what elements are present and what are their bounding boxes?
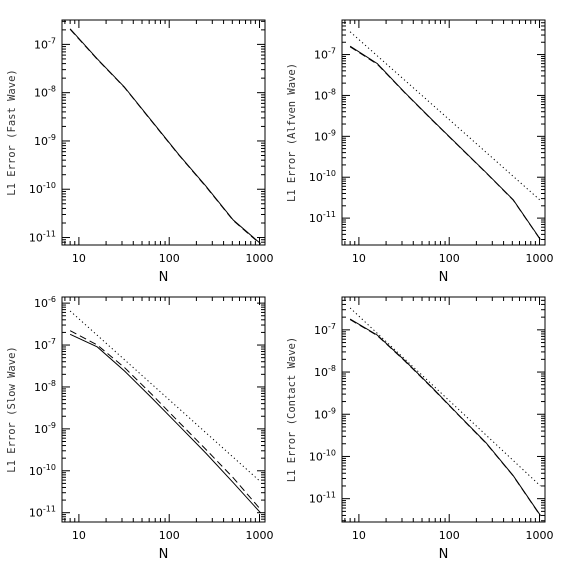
y-axis-label: L1 Error (Contact Wave) bbox=[286, 337, 298, 482]
y-tick-label: 10-8 bbox=[34, 85, 56, 100]
y-axis-label: L1 Error (Alfven Wave) bbox=[286, 63, 298, 202]
y-axis-label: L1 Error (Slow Wave) bbox=[6, 346, 18, 472]
series-line-dotted bbox=[349, 307, 541, 487]
x-tick-label: 10 bbox=[72, 529, 86, 542]
x-tick-label: 1000 bbox=[526, 529, 554, 542]
y-tick-label: 10-6 bbox=[34, 295, 56, 310]
x-axis-label: N bbox=[439, 270, 449, 285]
y-tick-label: 10-7 bbox=[34, 36, 56, 51]
series-line-dashed bbox=[69, 330, 261, 510]
y-tick-label: 10-11 bbox=[29, 230, 56, 245]
y-tick-label: 10-11 bbox=[29, 505, 56, 520]
x-tick-label: 1000 bbox=[526, 252, 554, 265]
series-line-solid bbox=[69, 28, 261, 244]
plot-frame bbox=[341, 19, 546, 246]
chart-panel: 10 100 1000 10-7 10-8 10-9 10-10 10-11 N L1 Error… bbox=[286, 19, 554, 285]
series-line-dashed bbox=[349, 319, 541, 517]
y-tick-label: 10-9 bbox=[34, 133, 56, 148]
x-tick-label: 100 bbox=[159, 252, 180, 265]
y-tick-label: 10-10 bbox=[29, 181, 56, 196]
x-tick-label: 100 bbox=[439, 252, 460, 265]
y-tick-label: 10-9 bbox=[34, 421, 56, 436]
y-tick-label: 10-8 bbox=[34, 379, 56, 394]
x-tick-label: 10 bbox=[72, 252, 86, 265]
y-tick-label: 10-11 bbox=[309, 210, 336, 225]
y-tick-label: 10-9 bbox=[314, 128, 336, 143]
y-tick-label: 10-9 bbox=[314, 406, 336, 421]
chart-panel: 10 100 1000 10-6 10-7 10-8 10-9 10-10 10-11 N L1 E… bbox=[6, 295, 274, 562]
plot-frame bbox=[61, 19, 266, 246]
chart-panel: 10 100 1000 10-7 10-8 10-9 10-10 10-11 N L1 Error… bbox=[286, 296, 554, 562]
x-tick-label: 10 bbox=[352, 529, 366, 542]
y-tick-label: 10-10 bbox=[29, 463, 56, 478]
series-line-solid bbox=[349, 45, 541, 240]
series-line-dotted bbox=[349, 31, 541, 201]
series-line-dashed bbox=[69, 29, 261, 245]
x-tick-label: 1000 bbox=[246, 529, 274, 542]
y-axis-label: L1 Error (Fast Wave) bbox=[6, 69, 18, 195]
y-tick-label: 10-8 bbox=[314, 364, 336, 379]
plot-frame bbox=[61, 296, 266, 523]
series-line-solid bbox=[69, 333, 261, 514]
y-tick-label: 10-7 bbox=[314, 322, 336, 337]
y-tick-label: 10-7 bbox=[314, 47, 336, 62]
y-tick-label: 10-10 bbox=[309, 169, 336, 184]
plot-frame bbox=[341, 296, 546, 523]
y-tick-label: 10-11 bbox=[309, 491, 336, 506]
series-line-solid bbox=[349, 318, 541, 516]
x-tick-label: 100 bbox=[439, 529, 460, 542]
x-axis-label: N bbox=[159, 547, 169, 562]
x-tick-label: 100 bbox=[159, 529, 180, 542]
chart-panel: 10 100 1000 10-7 10-8 10-9 10-10 10-11 N L1 Error… bbox=[6, 19, 274, 285]
x-axis-label: N bbox=[439, 547, 449, 562]
x-tick-label: 1000 bbox=[246, 252, 274, 265]
series-line-dotted bbox=[69, 310, 261, 483]
x-axis-label: N bbox=[159, 270, 169, 285]
y-tick-label: 10-8 bbox=[314, 87, 336, 102]
y-tick-label: 10-7 bbox=[34, 337, 56, 352]
x-tick-label: 10 bbox=[352, 252, 366, 265]
series-line-dashed bbox=[349, 46, 541, 241]
y-tick-label: 10-10 bbox=[309, 448, 336, 463]
